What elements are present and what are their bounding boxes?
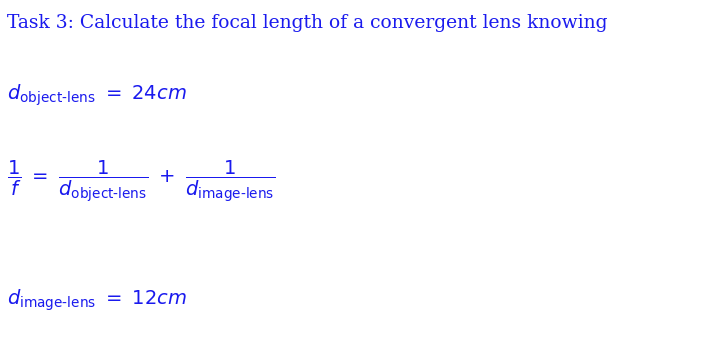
Text: $\dfrac{1}{f}\ =\ \dfrac{1}{d_{\rm object\text{-}lens}}\ +\ \dfrac{1}{d_{\rm ima: $\dfrac{1}{f}\ =\ \dfrac{1}{d_{\rm objec…	[7, 158, 276, 204]
Text: Task 3: Calculate the focal length of a convergent lens knowing: Task 3: Calculate the focal length of a …	[7, 14, 608, 32]
Text: $d_{\rm image\text{-}lens}\ =\ 12\mathit{cm}$: $d_{\rm image\text{-}lens}\ =\ 12\mathit…	[7, 287, 187, 313]
Text: $d_{\rm object\text{-}lens}\ =\ 24\mathit{cm}$: $d_{\rm object\text{-}lens}\ =\ 24\mathi…	[7, 83, 187, 108]
